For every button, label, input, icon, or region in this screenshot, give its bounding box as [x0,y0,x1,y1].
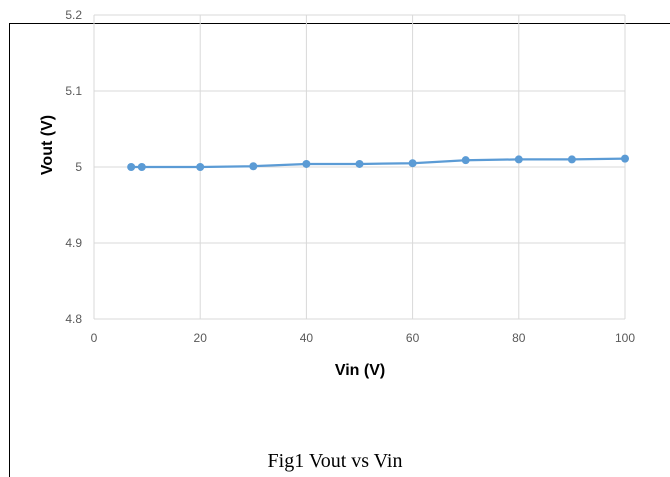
x-tick-label: 0 [91,331,98,345]
data-point [408,159,417,168]
x-tick-label: 100 [615,331,635,345]
frame-left-border [9,23,10,477]
x-tick-label: 20 [194,331,208,345]
y-tick-labels: 4.8 4.9 5 5.1 5.2 [65,8,82,326]
x-axis-title: Vin (V) [335,362,385,379]
series-line [131,157,626,169]
x-tick-label: 80 [512,331,526,345]
y-tick-label: 5.2 [65,8,82,22]
x-tick-labels: 0 20 40 60 80 100 [91,331,636,345]
data-point [137,163,146,171]
data-point [249,162,258,171]
x-tick-label: 60 [406,331,420,345]
y-axis-title: Vout (V) [39,115,56,175]
x-tick-label: 40 [300,331,314,345]
y-tick-label: 5 [75,160,82,174]
y-tick-label: 4.8 [65,312,82,326]
data-point [355,159,364,168]
data-point [127,163,136,171]
frame-top-border [9,23,670,24]
line-chart: 4.8 4.9 5 5.1 5.2 0 20 40 60 80 100 Vin (V) Vout … [39,8,636,379]
data-point [514,155,523,164]
y-tick-label: 4.9 [65,236,82,250]
data-point [621,154,629,163]
data-point [196,163,205,171]
y-tick-label: 5.1 [65,84,82,98]
data-point [302,159,311,168]
figure-caption: Fig1 Vout vs Vin [267,450,403,472]
data-point [567,155,576,164]
data-point [461,156,470,165]
series-group [127,154,629,171]
